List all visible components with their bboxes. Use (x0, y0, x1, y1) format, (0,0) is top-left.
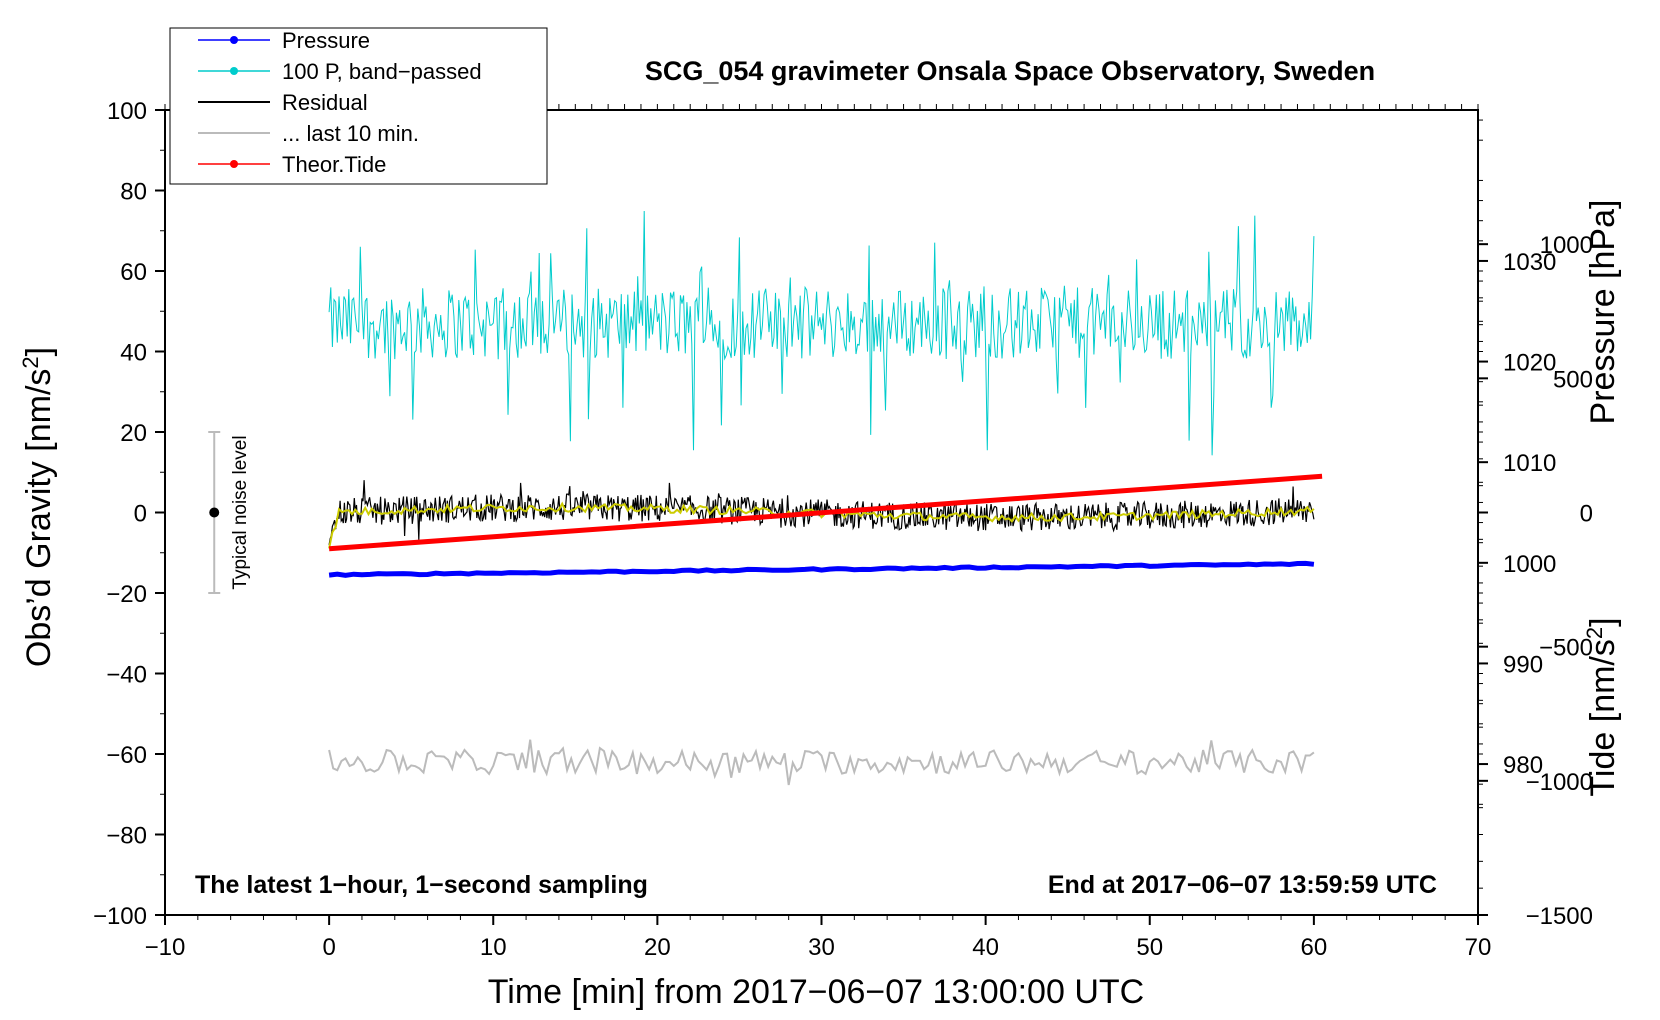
x-tick-label: 0 (322, 934, 335, 961)
axes-group: −10 0 10 20 30 40 50 60 70−100−80−60−40−20020406… (93, 98, 1593, 961)
series-last-10-min-line (328, 739, 1315, 786)
pressure-tick-label: 1000 (1503, 551, 1556, 578)
annotation-sampling: The latest 1−hour, 1−second sampling (195, 871, 648, 899)
noise-level-label: Typical noise level (230, 435, 251, 589)
legend-item-residual: Residual (198, 90, 368, 115)
y-tick-label: −60 (106, 742, 147, 769)
x-tick-label: 40 (972, 934, 999, 961)
tide-tick-label: −500 (1539, 635, 1593, 662)
pressure-tick-label: 990 (1503, 651, 1543, 678)
x-tick-label: −10 (145, 934, 186, 961)
x-tick-label: 50 (1136, 934, 1163, 961)
legend-marker-theor-tide (230, 160, 238, 168)
tide-tick-label: −1000 (1526, 769, 1593, 796)
tide-axis-title-close: ] (1584, 617, 1622, 626)
series-theor-tide-line (328, 473, 1323, 552)
legend-marker-pressure (230, 36, 238, 44)
tide-tick-label: 500 (1553, 366, 1593, 393)
y-tick-label: −100 (93, 903, 147, 930)
legend-item-band-passed: 100 P, band−passed (198, 59, 482, 84)
series-pressure-line (328, 560, 1315, 578)
y-tick-label: 60 (120, 259, 147, 286)
legend-item-theor-tide: Theor.Tide (198, 152, 386, 177)
pressure-axis-title: Pressure [hPa] (1584, 200, 1622, 425)
y-axis-title-sup: 2 (18, 356, 43, 368)
x-tick-label: 20 (644, 934, 671, 961)
legend-label-band-passed: 100 P, band−passed (282, 59, 482, 84)
y-axis-title-text: Obs’d Gravity [nm/s (20, 369, 58, 668)
noise-level-indicator: Typical noise level (208, 431, 251, 594)
tide-tick-label: 1000 (1540, 232, 1593, 259)
y-tick-label: −40 (106, 662, 147, 689)
y-tick-label: −80 (106, 823, 147, 850)
y-axis-title-close: ] (20, 347, 58, 356)
tide-axis-title-text: Tide [nm/s (1584, 639, 1622, 796)
legend-box (169, 27, 548, 185)
pressure-tick-label: 980 (1503, 752, 1543, 779)
y-tick-label: 0 (134, 501, 147, 528)
legend-item-pressure: Pressure (198, 28, 370, 53)
tide-tick-label: −1500 (1526, 903, 1593, 930)
legend: Pressure 100 P, band−passed Residual ...… (169, 27, 548, 185)
legend-label-residual: Residual (282, 90, 368, 115)
x-tick-label: 60 (1301, 934, 1328, 961)
y-tick-label: 40 (120, 340, 147, 367)
y-tick-label: 20 (120, 420, 147, 447)
y-tick-label: 100 (107, 98, 147, 125)
legend-label-theor-tide: Theor.Tide (282, 152, 386, 177)
legend-label-last-10-min: ... last 10 min. (282, 121, 419, 146)
pressure-tick-label: 1030 (1503, 249, 1556, 276)
pressure-tick-label: 1020 (1503, 350, 1556, 377)
legend-marker-band-passed (230, 67, 238, 75)
series-residual-line (328, 480, 1315, 546)
y-tick-label: −20 (106, 581, 147, 608)
tide-axis-title-sup: 2 (1582, 627, 1607, 639)
x-axis-title: Time [min] from 2017−06−07 13:00:00 UTC (488, 973, 1144, 1011)
legend-label-pressure: Pressure (282, 28, 370, 53)
x-tick-label: 70 (1465, 934, 1492, 961)
x-tick-label: 30 (808, 934, 835, 961)
y-axis-title: Obs’d Gravity [nm/s2] (18, 347, 59, 667)
tide-axis-title: Tide [nm/s2] (1582, 617, 1623, 796)
pressure-tick-label: 1010 (1503, 450, 1556, 477)
chart-title: SCG_054 gravimeter Onsala Space Observat… (645, 56, 1375, 86)
plot-series (328, 210, 1323, 786)
y-tick-label: 80 (120, 179, 147, 206)
series-band-passed-line (328, 210, 1315, 456)
annotation-end-time: End at 2017−06−07 13:59:59 UTC (1048, 871, 1437, 899)
series-residual-smoothed-line (328, 501, 1315, 549)
tide-tick-label: 0 (1580, 501, 1593, 528)
noise-dot (209, 507, 220, 518)
x-tick-label: 10 (480, 934, 507, 961)
legend-item-last-10-min: ... last 10 min. (198, 121, 419, 146)
